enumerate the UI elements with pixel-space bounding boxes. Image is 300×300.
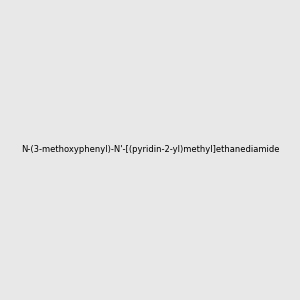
Text: N-(3-methoxyphenyl)-N'-[(pyridin-2-yl)methyl]ethanediamide: N-(3-methoxyphenyl)-N'-[(pyridin-2-yl)me… [21,146,279,154]
